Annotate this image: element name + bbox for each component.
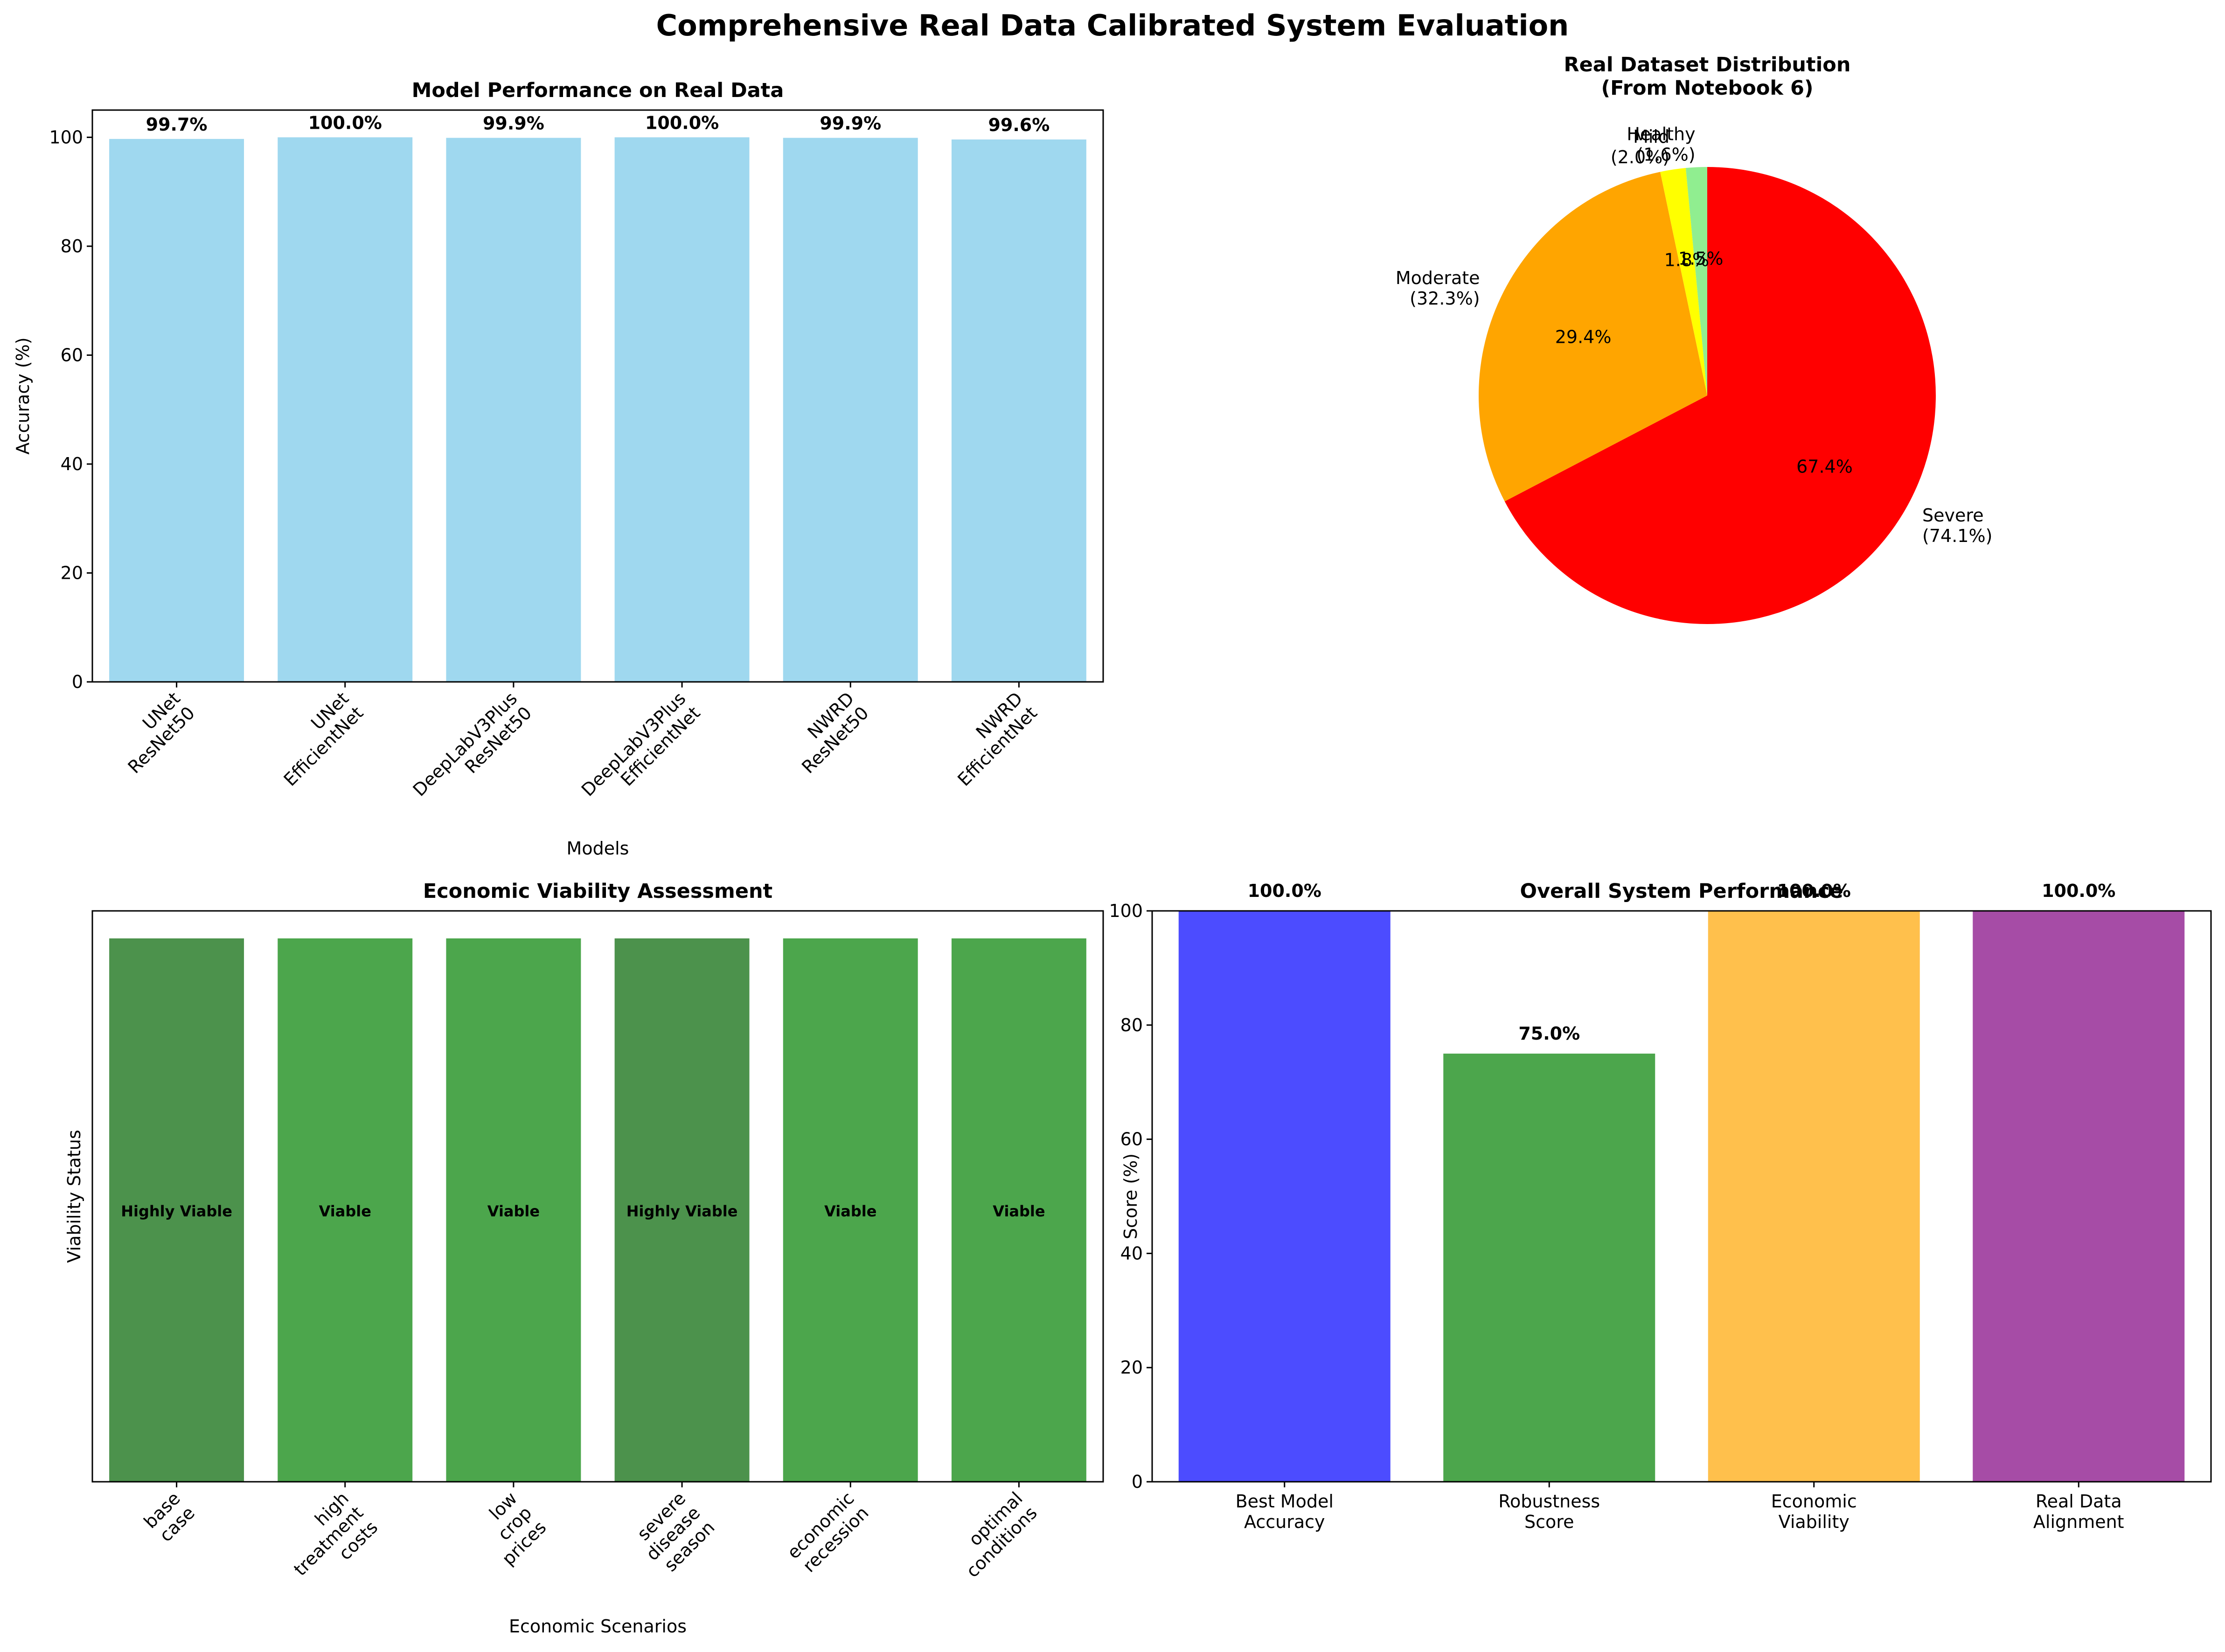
model-accuracy-value-label-4: 99.9% bbox=[820, 113, 881, 134]
system-performance-bar-2 bbox=[1708, 911, 1920, 1482]
viability-status-label-3: Highly Viable bbox=[626, 1202, 738, 1220]
viability-bar-3 bbox=[614, 938, 750, 1482]
model-accuracy-plot-frame bbox=[91, 109, 1104, 683]
pie-pct-label-0: 67.4% bbox=[1796, 456, 1853, 477]
pie-slice-0 bbox=[1504, 167, 1936, 624]
model-accuracy-bar-4 bbox=[783, 138, 918, 682]
viability-status-label-0: Highly Viable bbox=[121, 1202, 232, 1220]
viability-plot-frame bbox=[91, 910, 1104, 1483]
model-accuracy-ytick-label-0: 0 bbox=[72, 672, 83, 692]
system-performance-ytick-label-2: 40 bbox=[1120, 1243, 1143, 1263]
viability-bar-0 bbox=[109, 938, 244, 1482]
model-accuracy-value-label-5: 99.6% bbox=[988, 115, 1050, 135]
system-performance-ytick-label-0: 0 bbox=[1132, 1472, 1143, 1492]
viability-ylabel: Viability Status bbox=[64, 1130, 84, 1263]
system-performance-plot-frame bbox=[1151, 910, 2212, 1483]
model-accuracy-ytick-label-3: 60 bbox=[61, 345, 83, 365]
model-accuracy-bar-3 bbox=[614, 137, 750, 682]
system-performance-title: Overall System Performance bbox=[1520, 880, 1843, 903]
system-performance-bar-0 bbox=[1178, 911, 1391, 1482]
economic-viability-chart: Highly ViablebasecaseViablehightreatment… bbox=[64, 880, 1104, 1637]
model-accuracy-bar-1 bbox=[278, 137, 413, 682]
pie-pct-label-2: 1.8% bbox=[1664, 250, 1710, 270]
model-accuracy-ylabel: Accuracy (%) bbox=[13, 337, 33, 454]
pie-slice-2 bbox=[1660, 168, 1707, 396]
system-performance-xtick-label-0: Best Model Accuracy bbox=[1236, 1491, 1334, 1532]
system-performance-ylabel: Score (%) bbox=[1120, 1153, 1141, 1239]
system-performance-bar-1 bbox=[1443, 1054, 1655, 1482]
viability-xlabel: Economic Scenarios bbox=[509, 1616, 687, 1637]
pie-label-1: Moderate (32.3%) bbox=[1396, 268, 1480, 309]
model-accuracy-value-label-3: 100.0% bbox=[645, 112, 719, 133]
model-accuracy-ytick-label-1: 20 bbox=[61, 562, 83, 583]
system-performance-ytick-label-3: 60 bbox=[1120, 1129, 1143, 1150]
viability-bar-4 bbox=[783, 938, 918, 1482]
system-performance-value-label-1: 75.0% bbox=[1518, 1023, 1580, 1044]
pie-slice-1 bbox=[1479, 172, 1707, 502]
figure-suptitle: Comprehensive Real Data Calibrated Syste… bbox=[656, 8, 1569, 42]
viability-bar-1 bbox=[278, 938, 413, 1482]
system-performance-xtick-label-2: Economic Viability bbox=[1771, 1491, 1857, 1532]
model-accuracy-bar-0 bbox=[109, 139, 244, 682]
dataset-distribution-pie: 67.4% Severe (74.1%) 29.4% Moderate (32.3%) 1.… bbox=[1396, 53, 1992, 624]
system-performance-value-label-0: 100.0% bbox=[1248, 881, 1321, 901]
pie-label-0: Severe (74.1%) bbox=[1922, 505, 1992, 546]
model-accuracy-bar-5 bbox=[951, 139, 1086, 682]
pie-label-3: Healthy (1.6%) bbox=[1627, 124, 1695, 165]
model-accuracy-value-label-2: 99.9% bbox=[483, 113, 544, 134]
viability-title: Economic Viability Assessment bbox=[423, 880, 772, 903]
pie-pct-label-1: 29.4% bbox=[1555, 327, 1612, 347]
system-performance-xtick-label-3: Real Data Alignment bbox=[2033, 1491, 2124, 1532]
viability-status-label-1: Viable bbox=[319, 1202, 371, 1220]
model-accuracy-value-label-0: 99.7% bbox=[146, 114, 208, 135]
system-performance-chart: 0 20 40 60 80 100 100.0% Best Model Accuracy 75.0… bbox=[1109, 880, 2212, 1532]
model-accuracy-ytick-label-5: 100 bbox=[49, 127, 83, 147]
model-accuracy-title: Model Performance on Real Data bbox=[412, 79, 784, 102]
model-accuracy-xlabel: Models bbox=[567, 838, 629, 859]
system-performance-ytick-label-1: 20 bbox=[1120, 1357, 1143, 1378]
system-performance-ytick-label-4: 80 bbox=[1120, 1015, 1143, 1035]
model-accuracy-bar-2 bbox=[446, 138, 581, 682]
viability-status-label-4: Viable bbox=[824, 1202, 876, 1220]
system-performance-xtick-label-1: Robustness Score bbox=[1498, 1491, 1600, 1532]
viability-bar-5 bbox=[951, 938, 1086, 1482]
system-performance-bar-3 bbox=[1973, 911, 2185, 1482]
pie-title: Real Dataset Distribution (From Notebook … bbox=[1564, 53, 1851, 100]
viability-status-label-2: Viable bbox=[487, 1202, 540, 1220]
pie-label-2: Mild (2.0%) bbox=[1611, 126, 1669, 167]
system-performance-value-label-3: 100.0% bbox=[2042, 881, 2115, 901]
system-performance-ytick-label-5: 100 bbox=[1109, 901, 1143, 921]
pie-pct-label-3: 1.5% bbox=[1678, 248, 1724, 269]
model-accuracy-ytick-label-2: 40 bbox=[61, 454, 83, 474]
system-performance-value-label-2: 100.0% bbox=[1777, 881, 1851, 901]
viability-status-label-5: Viable bbox=[993, 1202, 1045, 1220]
pie-slice-3 bbox=[1685, 167, 1707, 396]
viability-bar-2 bbox=[446, 938, 581, 1482]
model-accuracy-ytick-label-4: 80 bbox=[61, 236, 83, 257]
model-accuracy-value-label-1: 100.0% bbox=[308, 112, 382, 133]
